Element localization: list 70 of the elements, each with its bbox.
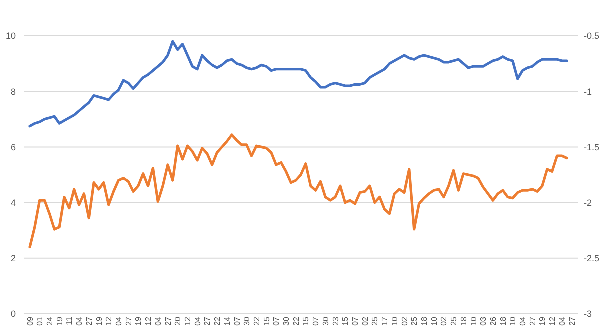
x-tick-label: 18	[420, 316, 429, 326]
x-tick-label: 11	[65, 316, 74, 326]
x-tick-label: 19	[538, 316, 548, 326]
x-tick-label: 20	[174, 316, 183, 326]
x-tick-label: 30	[242, 316, 252, 326]
x-tick-label: 22	[292, 316, 301, 326]
x-tick-label: 07	[272, 316, 282, 326]
x-tick-label: 27	[528, 316, 538, 326]
x-tick-label: 10	[430, 316, 439, 326]
x-tick-label: 12	[104, 316, 114, 326]
x-tick-label: 03	[479, 316, 488, 326]
x-tick-label: 04	[75, 316, 84, 326]
x-tick-label: 15	[302, 316, 311, 326]
x-tick-label: 25	[370, 316, 380, 326]
x-tick-label: 30	[321, 316, 330, 326]
x-tick-label: 02	[360, 316, 370, 326]
x-tick-label: 10	[390, 316, 400, 326]
y2-tick-label: -3	[584, 309, 592, 320]
x-tick-label: 18	[459, 316, 468, 326]
x-tick-label: 07	[351, 316, 360, 326]
x-tick-label: 27	[164, 316, 173, 326]
y-tick-label: 0	[10, 309, 16, 320]
x-tick-label: 12	[548, 316, 558, 326]
x-tick-label: 15	[341, 316, 350, 326]
x-tick-label: 22	[252, 316, 262, 326]
x-tick-label: 02	[400, 316, 410, 326]
x-tick-label: 12	[144, 316, 154, 326]
x-tick-label: 25	[410, 316, 420, 326]
x-tick-label: 26	[488, 316, 498, 326]
x-tick-label: 27	[203, 316, 212, 326]
x-tick-label: 24	[46, 316, 55, 326]
x-tick-label: 25	[450, 316, 459, 326]
y2-tick-label: -0.5	[584, 31, 600, 42]
y2-tick-label: -2	[584, 198, 592, 208]
y-tick-label: 6	[10, 142, 16, 152]
x-tick-label: 18	[498, 316, 508, 326]
x-tick-label: 19	[134, 316, 144, 326]
x-tick-label: 27	[568, 316, 577, 326]
x-tick-label: 04	[518, 316, 528, 326]
x-tick-label: 09	[26, 316, 35, 326]
x-tick-label: 27	[124, 316, 134, 326]
x-tick-label: 02	[440, 316, 449, 326]
x-tick-label: 07	[312, 316, 321, 326]
x-tick-label: 17	[380, 316, 390, 326]
x-tick-label: 10	[469, 316, 478, 326]
x-tick-label: 07	[232, 316, 242, 326]
x-tick-label: 19	[55, 316, 64, 326]
y-tick-label: 2	[10, 254, 16, 264]
x-tick-label: 14	[222, 316, 232, 326]
y2-tick-label: -1.5	[584, 142, 600, 152]
x-tick-label: 27	[84, 316, 94, 326]
line-series	[28, 134, 568, 249]
x-tick-label: 01	[36, 316, 45, 326]
y-tick-label: 8	[10, 86, 16, 97]
x-tick-label: 12	[183, 316, 192, 326]
x-tick-label: 22	[213, 316, 222, 326]
x-tick-label: 04	[193, 316, 202, 326]
x-tick-label: 10	[508, 316, 518, 326]
y-tick-label: 4	[10, 198, 16, 208]
x-tick-label: 15	[262, 316, 272, 326]
x-tick-label: 19	[94, 316, 104, 326]
x-tick-label: 30	[282, 316, 292, 326]
line-series	[28, 40, 568, 128]
y-tick-label: 10	[6, 31, 16, 42]
y2-tick-label: -2.5	[584, 254, 600, 264]
x-tick-label: 23	[331, 316, 340, 326]
x-tick-label: 04	[154, 316, 163, 326]
y2-tick-label: -1	[584, 86, 592, 97]
x-tick-label: 04	[114, 316, 124, 326]
x-tick-label: 04	[558, 316, 567, 326]
